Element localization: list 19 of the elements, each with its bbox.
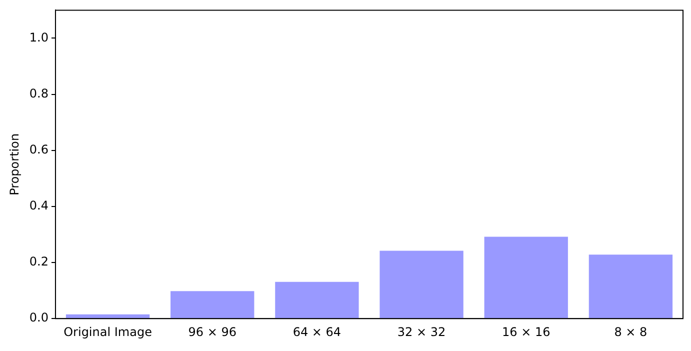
x-tick-label: Original Image bbox=[64, 324, 152, 339]
bar bbox=[484, 236, 568, 318]
y-tick-label: 1.0 bbox=[29, 30, 48, 44]
y-tick-label: 0.0 bbox=[29, 310, 48, 325]
bar bbox=[170, 291, 254, 318]
y-tick-label: 0.2 bbox=[29, 254, 48, 269]
bar bbox=[66, 314, 150, 318]
y-axis-title: Proportion bbox=[7, 133, 22, 196]
bar bbox=[275, 282, 359, 318]
y-tick-label: 0.6 bbox=[29, 142, 48, 157]
x-tick-label: 32 × 32 bbox=[397, 324, 446, 339]
y-tick-label: 0.4 bbox=[29, 198, 48, 213]
x-tick-label: 96 × 96 bbox=[188, 324, 236, 339]
x-tick-label: 64 × 64 bbox=[292, 324, 342, 339]
x-tick-label: 8 × 8 bbox=[614, 324, 648, 339]
bar bbox=[380, 250, 464, 318]
x-tick-label: 16 × 16 bbox=[502, 324, 550, 339]
bar bbox=[588, 254, 673, 318]
y-tick-label: 0.8 bbox=[29, 86, 48, 100]
